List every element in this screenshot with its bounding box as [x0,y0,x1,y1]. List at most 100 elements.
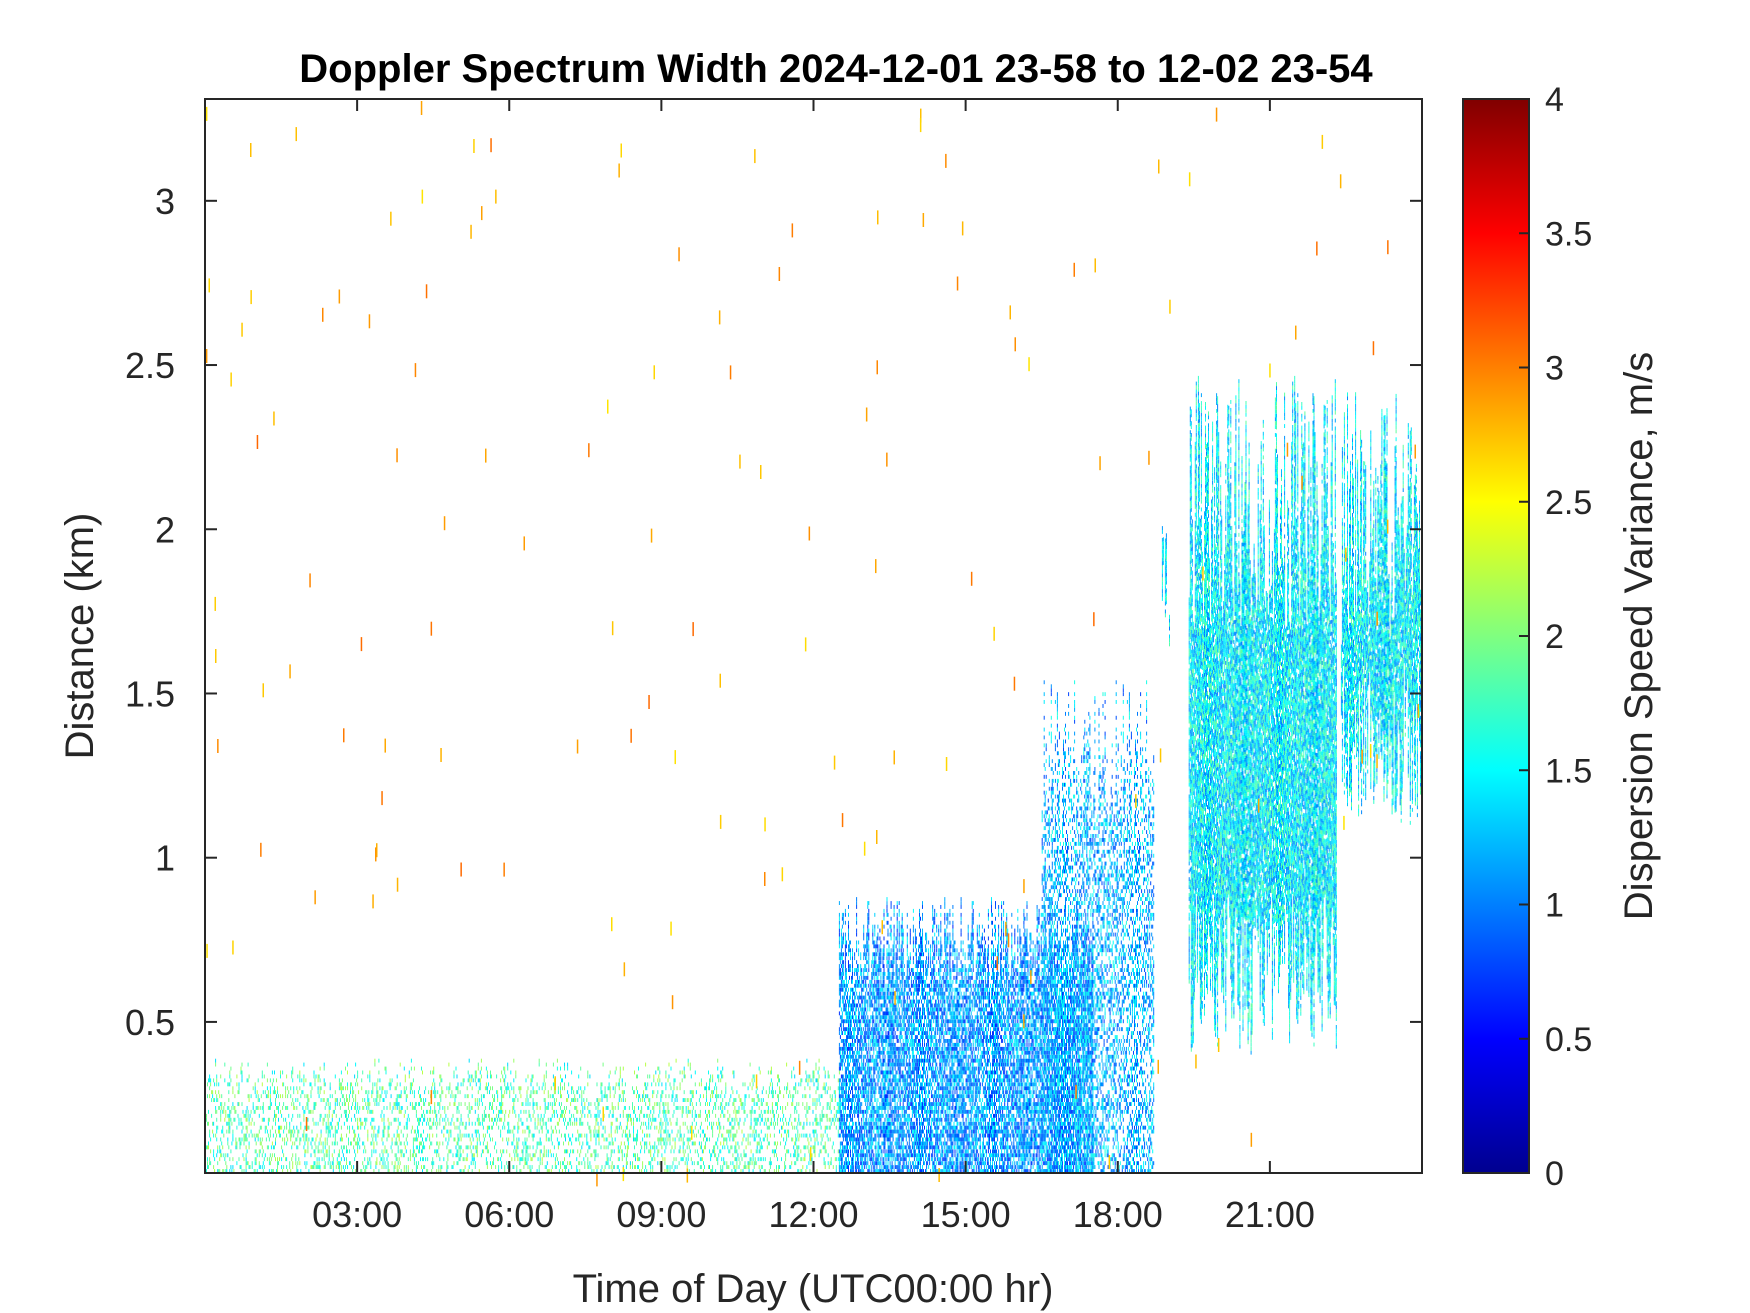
heatmap-cell [422,1121,423,1126]
heatmap-cell [840,1019,842,1024]
heatmap-cell [513,1098,515,1102]
heatmap-cell [269,1078,271,1083]
heatmap-cell [788,1133,790,1138]
heatmap-cell [716,1121,718,1126]
heatmap-cell [637,1157,638,1162]
heatmap-cell [856,1086,858,1091]
heatmap-cell [440,1074,442,1079]
heatmap-cell [617,1102,619,1106]
heatmap-cell [672,1161,674,1166]
heatmap-cell [846,952,847,957]
heatmap-cell [828,1117,830,1122]
heatmap-cell [697,1129,699,1134]
heatmap-cell [420,1133,421,1138]
heatmap-cell [839,987,841,992]
heatmap-cell [838,956,840,961]
heatmap-cell [848,1031,849,1035]
heatmap-cell [858,940,860,945]
heatmap-cell [758,1149,760,1154]
heatmap-cell [286,1133,288,1138]
heatmap-cell [862,1082,864,1087]
heatmap-cell [405,1098,407,1102]
heatmap-cell [745,1153,747,1158]
heatmap-cell [243,1157,245,1162]
heatmap-cell [823,1157,825,1162]
heatmap-cell [849,1011,850,1016]
heatmap-cell [354,1133,356,1138]
heatmap-cell [478,1169,480,1173]
heatmap-cell [852,1035,853,1039]
heatmap-cell [852,1169,853,1173]
heatmap-cell [457,1149,459,1154]
heatmap-cell [733,1109,735,1114]
heatmap-cell [577,1149,579,1154]
heatmap-cell [322,1149,324,1154]
heatmap-cell [576,1109,578,1114]
heatmap-cell [843,1007,845,1012]
heatmap-cell [855,1145,857,1150]
heatmap-cell [764,1133,766,1138]
heatmap-cell [289,1121,291,1126]
heatmap-cell [448,1137,450,1142]
heatmap-cell [841,1102,843,1106]
heatmap-cell [457,1161,459,1166]
heatmap-cell [449,1149,451,1154]
heatmap-cell [399,1109,401,1114]
heatmap-cell [291,1133,293,1138]
heatmap-cell [749,1161,751,1166]
heatmap-cell [642,1165,644,1169]
heatmap-cell [730,1129,732,1134]
heatmap-cell [651,1157,653,1162]
heatmap-cell [847,1066,848,1071]
heatmap-cell [619,1145,621,1150]
heatmap-cell [812,1121,814,1126]
heatmap-cell [805,1094,807,1099]
heatmap-cell [861,1094,863,1099]
heatmap-cell [600,1086,602,1091]
heatmap-cell [365,1121,367,1126]
heatmap-cell [696,1161,698,1166]
heatmap-cell [525,1149,527,1154]
heatmap-cell [353,1129,355,1134]
heatmap-cell [512,1098,514,1102]
heatmap-cell [604,1086,606,1091]
heatmap-cell [838,1121,840,1126]
heatmap-cell [560,1106,561,1110]
heatmap-cell [518,1117,520,1122]
heatmap-cell [465,1133,467,1138]
heatmap-cell [673,1149,675,1154]
heatmap-cell [816,1137,818,1142]
heatmap-cell [424,1113,426,1118]
heatmap-cell [341,1078,343,1083]
heatmap-cell [343,1109,345,1114]
heatmap-cell [483,1113,485,1118]
heatmap-cell [209,1094,211,1099]
heatmap-cell [763,1137,765,1142]
heatmap-cell [381,1109,383,1114]
heatmap-cell [399,1141,401,1146]
heatmap-cell [842,1117,844,1122]
heatmap-cell [361,1078,363,1083]
heatmap-cell [206,1117,207,1122]
heatmap-cell [367,1098,369,1102]
heatmap-cell [584,1113,586,1118]
heatmap-cell [768,1169,770,1173]
heatmap-cell [852,1039,853,1043]
heatmap-cell [484,1145,486,1150]
heatmap-cell [381,1165,383,1169]
heatmap-cell [372,1082,374,1087]
heatmap-cell [645,1094,647,1099]
heatmap-cell [789,1165,791,1169]
heatmap-cell [814,1145,816,1150]
heatmap-cell [483,1094,485,1099]
heatmap-cell [412,1149,414,1154]
heatmap-cell [425,1157,427,1162]
heatmap-cell [752,1098,754,1102]
heatmap-cell [395,1086,397,1091]
heatmap-cell [735,1098,737,1102]
heatmap-cell [766,1125,768,1130]
heatmap-cell [311,1086,313,1091]
heatmap-cell [798,1153,800,1158]
heatmap-cell [862,1161,864,1166]
heatmap-cell [296,1137,298,1142]
